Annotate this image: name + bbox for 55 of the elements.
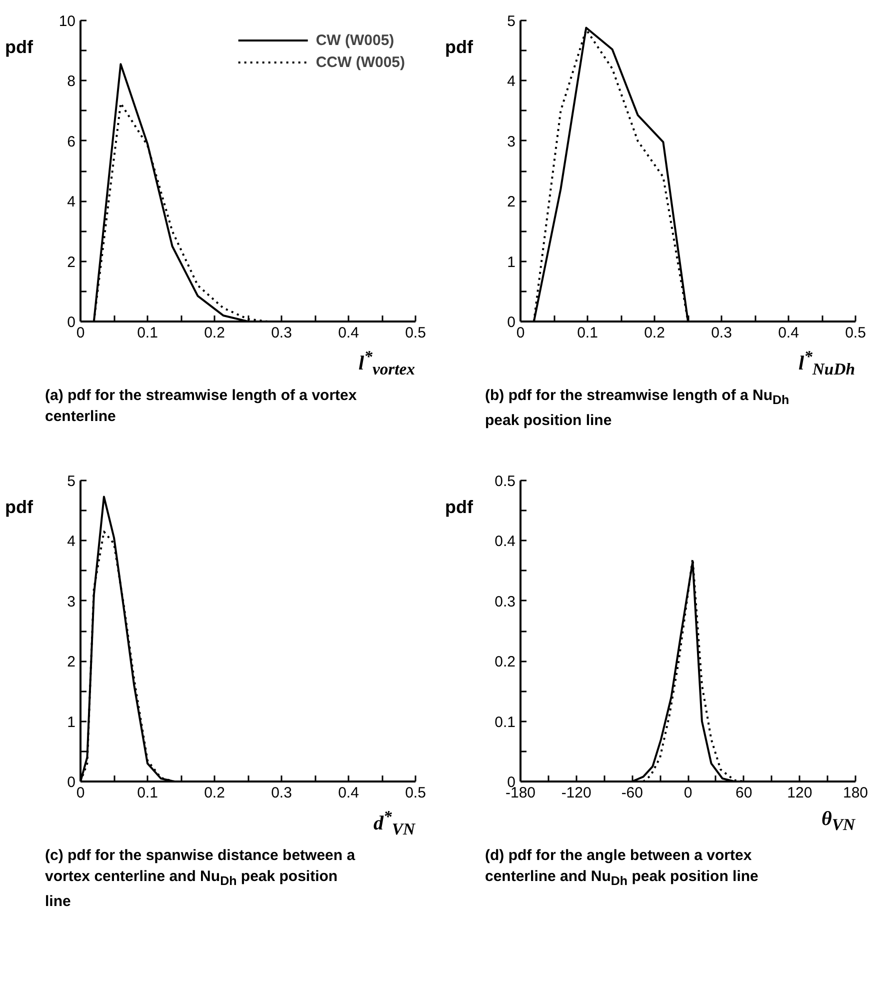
x-tick-label: 180 (842, 784, 868, 802)
y-tick-label: 4 (67, 194, 76, 211)
x-tick-label: 0.3 (271, 784, 292, 802)
chart-title: (b) pdf for the streamwise length of a Nu$_{Dh}$ peak position line (485, 387, 790, 429)
y-tick-label: 0 (67, 774, 76, 791)
x-tick-label: 0.3 (711, 324, 732, 342)
x-tick-label: 0.4 (338, 784, 359, 802)
y-tick-label: 0 (507, 314, 516, 331)
y-tick-label: 6 (67, 133, 76, 150)
y-tick-label: 2 (67, 654, 76, 671)
y-tick-label: 0.5 (494, 473, 516, 490)
y-tick-label: 3 (67, 593, 76, 610)
y-tick-label: 1 (507, 254, 516, 271)
y-tick-label: 0.2 (494, 654, 516, 671)
y-tick-label: 4 (507, 73, 516, 90)
y-axis-title: pdf (445, 496, 473, 519)
x-tick-label: 0.4 (778, 324, 799, 342)
x-tick-label: 0.1 (577, 324, 598, 342)
x-tick-label: 0.5 (845, 324, 866, 342)
y-tick-label: 5 (67, 473, 76, 490)
x-tick-label: 0.3 (271, 324, 292, 342)
x-tick-label: 0.2 (204, 784, 225, 802)
y-tick-label: 8 (67, 73, 76, 90)
chart-title: (c) pdf for the spanwise distance between a vortex centerline and Nu$_{Dh}$ peak position line (45, 847, 356, 910)
y-tick-label: 0 (67, 314, 76, 331)
x-tick-label: 60 (735, 784, 752, 802)
y-tick-label: 4 (67, 533, 76, 550)
legend-label: CW (W005) (316, 32, 394, 48)
y-axis-title: pdf (445, 36, 473, 59)
x-tick-label: 0.2 (644, 324, 665, 342)
legend-label: CCW (W005) (316, 54, 405, 70)
x-axis-title: θ$_{VN}$ (820, 807, 855, 836)
text: (d) pdf for the angle between a vortex centerline and Nu$_{Dh}$ peak position line (484, 846, 760, 890)
text: (a) pdf for the streamwise length of a vortex centerline (44, 386, 358, 428)
y-axis-title: pdf (5, 36, 33, 59)
y-tick-label: 0.3 (494, 593, 516, 610)
x-tick-label: 0.1 (137, 324, 158, 342)
x-tick-label: 0.1 (137, 784, 158, 802)
x-tick-label: 0.5 (405, 784, 426, 802)
x-tick-label: 0.4 (338, 324, 359, 342)
y-tick-label: 0.1 (494, 714, 516, 731)
y-tick-label: 5 (507, 13, 516, 30)
x-tick-label: 0 (684, 784, 692, 802)
x-tick-label: 120 (787, 784, 812, 802)
x-tick-label: 0.5 (405, 324, 426, 342)
y-tick-label: 0.4 (494, 533, 516, 550)
y-tick-label: 10 (58, 13, 76, 30)
y-tick-label: 2 (67, 254, 76, 271)
y-axis-title: pdf (5, 496, 33, 519)
x-tick-label: -120 (561, 784, 592, 802)
x-tick-label: -60 (621, 784, 644, 802)
y-tick-label: 3 (507, 133, 516, 150)
y-tick-label: 2 (507, 194, 516, 211)
y-tick-label: 1 (67, 714, 76, 731)
x-tick-label: 0.2 (204, 324, 225, 342)
